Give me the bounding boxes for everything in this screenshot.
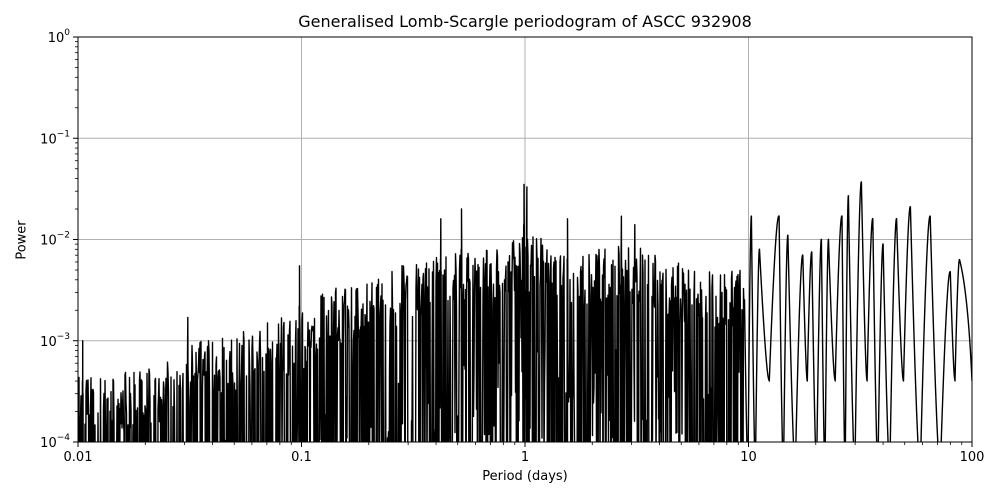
x-tick-label: 100 bbox=[960, 450, 985, 465]
y-tick-label: 10−1 bbox=[40, 129, 70, 147]
y-axis-label: Power bbox=[14, 220, 30, 260]
x-axis-label: Period (days) bbox=[482, 469, 568, 484]
y-tick-label: 100 bbox=[48, 28, 71, 46]
y-tick-label: 10−2 bbox=[40, 231, 70, 249]
x-tick-label: 0.01 bbox=[64, 450, 93, 465]
y-tick-label: 10−4 bbox=[40, 433, 70, 451]
chart-title: Generalised Lomb-Scargle periodogram of … bbox=[298, 12, 752, 31]
x-tick-label: 0.1 bbox=[291, 450, 312, 465]
y-tick-label: 10−3 bbox=[40, 332, 70, 350]
x-tick-label: 1 bbox=[521, 450, 529, 465]
periodogram-line bbox=[78, 181, 972, 442]
x-tick-label: 10 bbox=[740, 450, 757, 465]
